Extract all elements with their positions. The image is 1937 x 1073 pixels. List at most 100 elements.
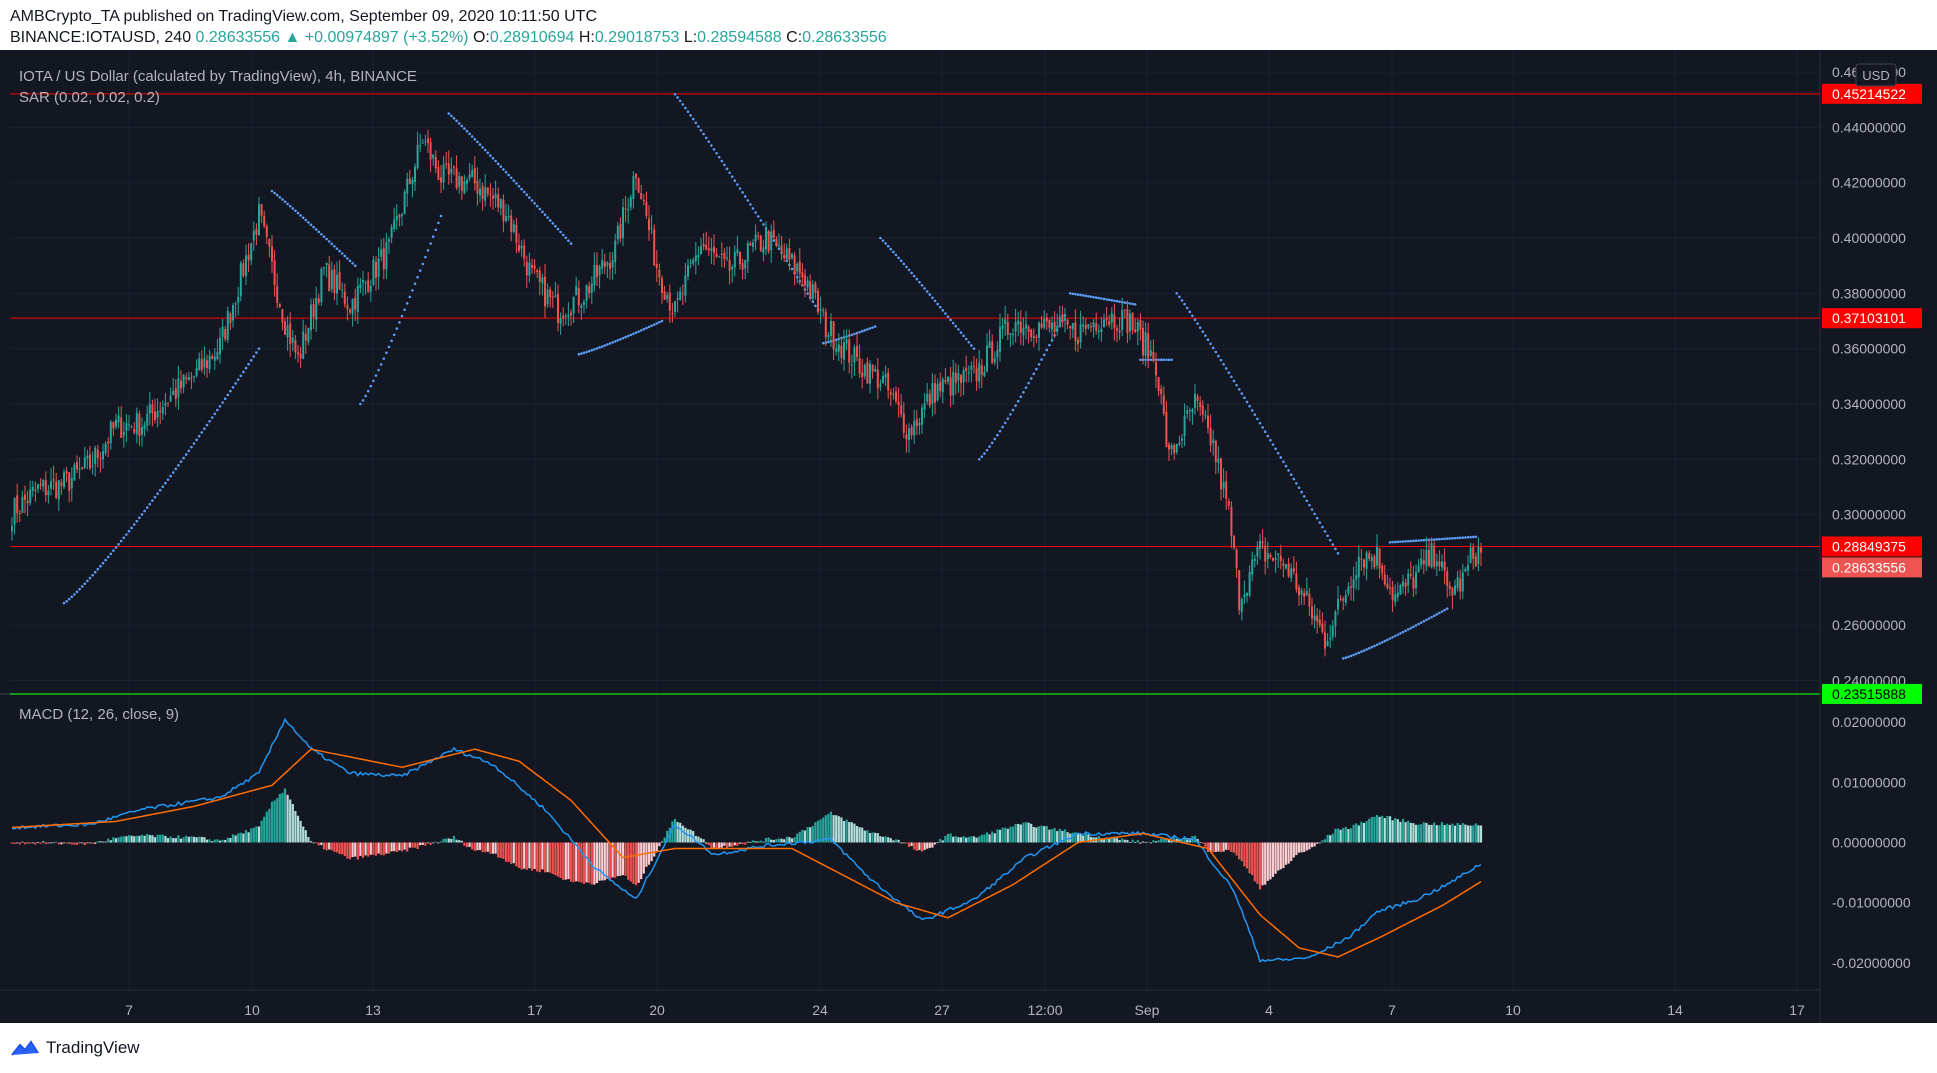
sar-dot — [715, 151, 718, 155]
sar-dot — [977, 458, 981, 461]
histogram-bar — [642, 842, 645, 874]
histogram-bar — [933, 842, 937, 845]
sar-dot — [395, 327, 399, 330]
sar-dot — [1240, 392, 1244, 395]
histogram-bar — [816, 820, 820, 843]
candle-body — [1311, 606, 1313, 619]
sar-dot — [221, 401, 224, 404]
sar-dot — [1328, 538, 1332, 542]
candle-body — [1337, 599, 1339, 610]
sar-dot — [502, 168, 505, 171]
candle-body — [832, 321, 835, 350]
sar-dot — [1370, 645, 1374, 649]
sar-dot — [548, 219, 552, 222]
sar-dot — [470, 135, 474, 138]
sar-dot — [340, 252, 344, 255]
candle-body — [1048, 320, 1051, 328]
histogram-bar — [1227, 842, 1230, 851]
sar-dot — [884, 242, 887, 245]
sar-dot — [73, 593, 76, 596]
candle-body — [757, 235, 760, 237]
sar-dot — [325, 237, 328, 241]
histogram-bar — [975, 837, 978, 843]
histogram-bar — [1118, 839, 1121, 843]
histogram-bar — [390, 842, 393, 852]
histogram-bar — [1271, 842, 1275, 877]
histogram-bar — [798, 831, 801, 843]
histogram-bar — [1370, 817, 1373, 843]
histogram-bar — [889, 838, 892, 843]
histogram-bar — [1264, 842, 1267, 885]
candle-body — [1012, 334, 1014, 336]
candle-body — [29, 489, 32, 503]
histogram-bar — [122, 836, 125, 843]
sar-dot — [104, 558, 107, 562]
candle-body — [947, 377, 949, 382]
histogram-bar — [161, 834, 164, 843]
candle-body — [853, 347, 856, 363]
histogram-bar — [663, 837, 666, 843]
candle-body — [1472, 547, 1475, 559]
sar-dot — [759, 219, 763, 222]
histogram-bar — [634, 842, 638, 886]
candle-body — [1170, 445, 1173, 450]
level-price-tag — [1822, 536, 1922, 557]
candle-body — [24, 494, 26, 500]
tradingview-brand[interactable]: TradingView — [10, 1037, 140, 1059]
candle-body — [1188, 410, 1191, 412]
candle-body — [1461, 572, 1464, 592]
candle-body — [970, 365, 973, 370]
sar-dot — [658, 320, 661, 324]
sar-dot — [1401, 540, 1405, 543]
candle-body — [778, 245, 780, 247]
candle-body — [143, 425, 146, 429]
candle-body — [1155, 361, 1157, 376]
histogram-bar — [738, 842, 742, 844]
chart-area[interactable]: 0.240000000.260000000.280000000.30000000… — [0, 50, 1937, 1023]
histogram-bar — [954, 836, 957, 843]
candle-body — [1363, 559, 1365, 568]
price-tick-label: 0.26000000 — [1832, 617, 1906, 633]
sar-dot — [957, 328, 960, 331]
candle-body — [637, 178, 640, 193]
candle-body — [702, 243, 705, 247]
histogram-bar — [673, 818, 677, 843]
sar-dot — [1237, 388, 1241, 391]
candle-body — [1420, 558, 1423, 566]
candle-body — [1360, 558, 1363, 560]
histogram-bar — [848, 821, 851, 843]
histogram-bar — [330, 842, 333, 851]
candle-body — [180, 380, 182, 389]
histogram-bar — [624, 842, 627, 876]
sar-dot — [1321, 525, 1324, 529]
histogram-bar — [1334, 828, 1337, 843]
time-tick-label: 24 — [812, 1002, 828, 1018]
sar-dot — [972, 347, 976, 350]
histogram-bar — [1144, 842, 1147, 843]
candle-body — [544, 276, 546, 307]
histogram-bar — [1420, 824, 1423, 843]
sar-dot — [1193, 318, 1197, 321]
candle-body — [86, 455, 89, 459]
candle-body — [1269, 554, 1272, 558]
histogram-bar — [393, 842, 396, 852]
sar-dot — [195, 438, 198, 442]
histogram-bar — [151, 835, 154, 843]
histogram-bar — [252, 827, 255, 843]
candle-body — [141, 427, 143, 435]
sar-dot — [1209, 342, 1212, 346]
histogram-bar — [944, 835, 947, 843]
histogram-bar — [1451, 823, 1454, 843]
histogram-bar — [312, 842, 315, 844]
candle-body — [1446, 570, 1449, 586]
histogram-bar — [827, 813, 830, 843]
histogram-bar — [814, 822, 817, 843]
histogram-bar — [200, 836, 203, 843]
macd-tick-label: 0.00000000 — [1832, 835, 1906, 851]
candle-body — [775, 239, 778, 245]
candle-body — [494, 194, 497, 199]
sar-dot — [1003, 421, 1007, 425]
candle-body — [440, 177, 442, 183]
histogram-bar — [858, 827, 861, 843]
sar-dot — [1456, 536, 1459, 540]
